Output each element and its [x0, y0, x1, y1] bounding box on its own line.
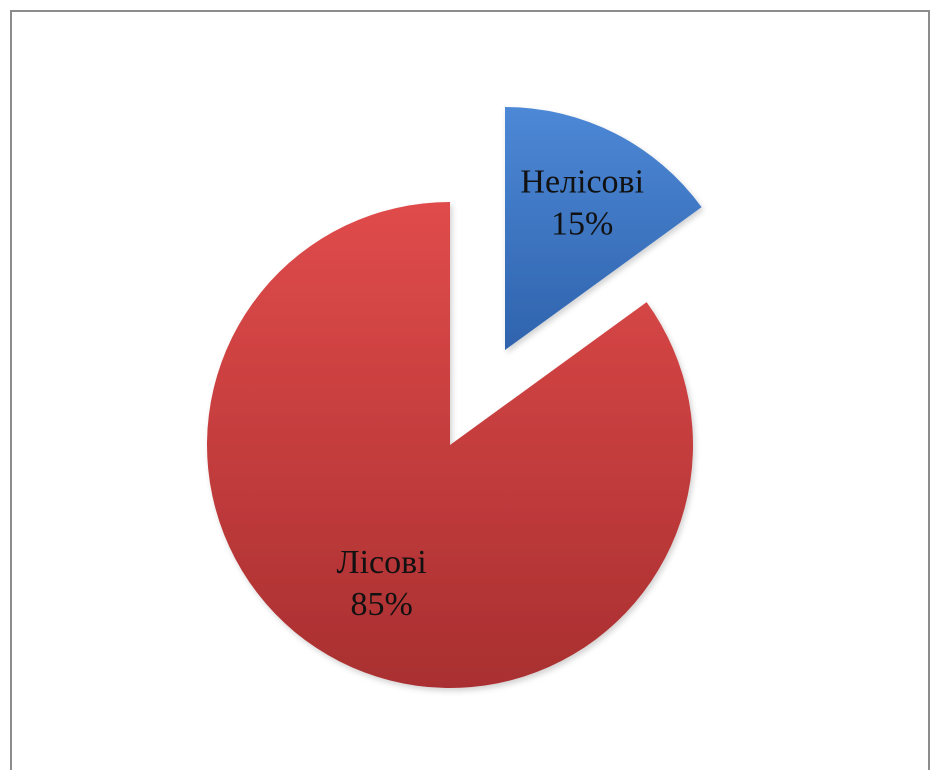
pie-slice-non-forest: [505, 107, 702, 350]
slice-label-forest: Лісові 85%: [337, 544, 427, 623]
slice-percent-label: 85%: [350, 586, 412, 623]
slice-percent-label: 15%: [551, 205, 613, 242]
slice-category-label: Лісові: [337, 544, 427, 581]
slice-category-label: Нелісові: [520, 163, 644, 200]
pie-slice-forest: [206, 202, 694, 688]
slice-label-non-forest: Нелісові 15%: [520, 163, 644, 242]
